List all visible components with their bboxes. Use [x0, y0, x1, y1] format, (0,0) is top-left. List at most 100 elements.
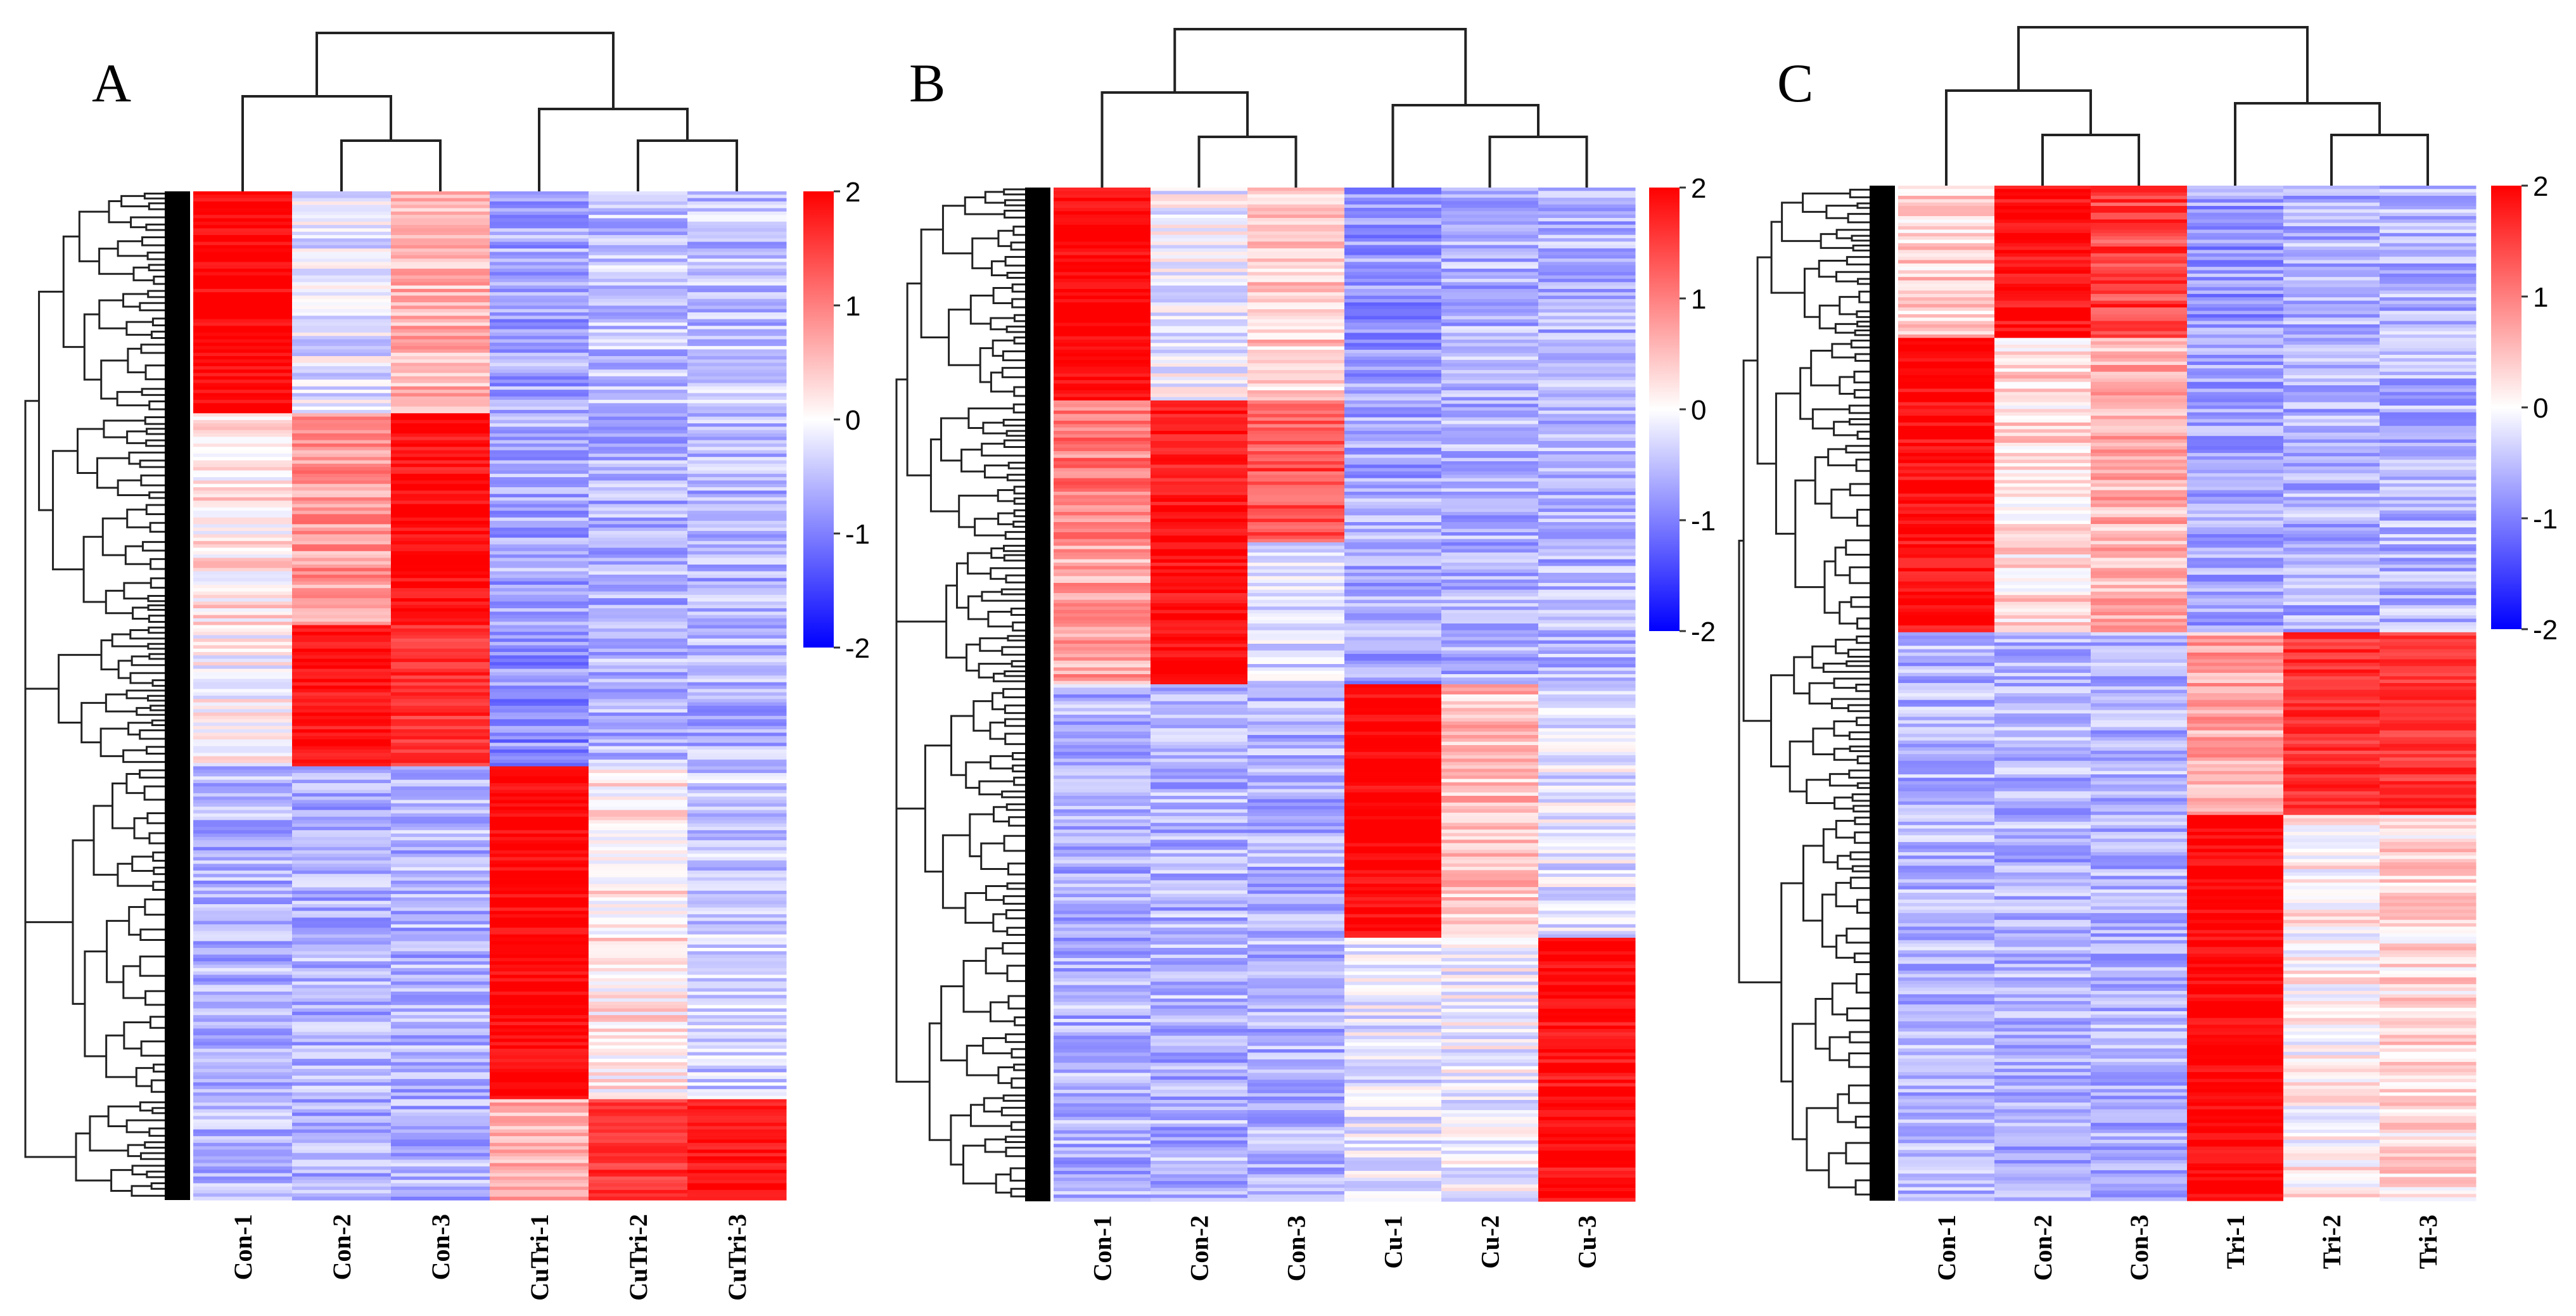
heatmap-cell	[1994, 754, 2091, 758]
heatmap-cell	[2091, 636, 2188, 640]
heatmap-cell	[490, 1078, 589, 1083]
heatmap-cell	[589, 870, 688, 874]
heatmap-cell	[2380, 554, 2477, 558]
heatmap-cell	[193, 632, 293, 636]
heatmap-cell	[1344, 893, 1442, 898]
heatmap-cell	[589, 601, 688, 606]
heatmap-cell	[292, 507, 392, 511]
heatmap-cell	[1441, 1073, 1539, 1077]
heatmap-cell	[1994, 585, 2091, 589]
colorbar-tick-label: 2	[1691, 173, 1706, 204]
heatmap-cell	[1054, 1086, 1151, 1090]
heatmap-cell	[2380, 561, 2477, 565]
heatmap-cell	[1054, 596, 1151, 601]
heatmap-cell	[1441, 715, 1539, 719]
heatmap-cell	[391, 1196, 490, 1201]
heatmap-cell	[490, 696, 589, 700]
heatmap-cell	[2091, 632, 2188, 636]
heatmap-cell	[1538, 451, 1636, 455]
heatmap-cell	[1054, 569, 1151, 573]
heatmap-cell	[1994, 378, 2091, 383]
heatmap-cell	[1151, 981, 1248, 986]
heatmap-cell	[1994, 283, 2091, 288]
heatmap-cell	[1344, 397, 1442, 401]
heatmap-cell	[1054, 606, 1151, 611]
heatmap-cell	[1538, 471, 1636, 475]
heatmap-cell	[193, 813, 293, 817]
heatmap-cell	[1247, 772, 1345, 776]
heatmap-cell	[1538, 974, 1636, 979]
heatmap-cell	[2187, 341, 2284, 345]
heatmap-cell	[1898, 713, 1995, 717]
heatmap-cell	[391, 501, 490, 505]
heatmap-cell	[2091, 571, 2188, 575]
heatmap-cell	[490, 1173, 589, 1177]
heatmap-cell	[1054, 309, 1151, 313]
heatmap-cell	[292, 638, 392, 642]
heatmap-cell	[1247, 265, 1345, 269]
heatmap-cell	[2091, 720, 2188, 724]
heatmap-cell	[1898, 186, 1995, 189]
heatmap-cell	[1151, 867, 1248, 871]
heatmap-cell	[589, 295, 688, 300]
heatmap-cell	[687, 578, 787, 582]
heatmap-cell	[193, 944, 293, 949]
heatmap-cell	[292, 352, 392, 357]
heatmap-cell	[1054, 417, 1151, 421]
heatmap-cell	[1538, 360, 1636, 364]
heatmap-cell	[2091, 710, 2188, 714]
heatmap-cell	[1538, 873, 1636, 878]
heatmap-cell	[1441, 1076, 1539, 1080]
heatmap-cell	[490, 547, 589, 552]
heatmap-cell	[1441, 454, 1539, 459]
heatmap-cell	[1538, 941, 1636, 945]
heatmap-cell	[1344, 1009, 1442, 1013]
heatmap-cell	[1247, 857, 1345, 860]
heatmap-cell	[193, 655, 293, 660]
heatmap-cell	[1538, 728, 1636, 732]
heatmap-cell	[2091, 693, 2188, 697]
heatmap-cell	[687, 241, 787, 246]
heatmap-cell	[2187, 243, 2284, 247]
heatmap-cell	[1054, 363, 1151, 367]
heatmap-cell	[2187, 466, 2284, 471]
heatmap-cell	[589, 191, 688, 195]
heatmap-cell	[1054, 241, 1151, 246]
heatmap-cell	[2380, 662, 2477, 667]
heatmap-cell	[1247, 289, 1345, 293]
dendrogram-branch	[145, 223, 165, 231]
heatmap-cell	[1441, 660, 1539, 665]
heatmap-cell	[1538, 893, 1636, 898]
heatmap-cell	[2187, 696, 2284, 701]
heatmap-cell	[1151, 1130, 1248, 1134]
heatmap-cell	[1344, 860, 1442, 864]
heatmap-cell	[1054, 434, 1151, 438]
heatmap-cell	[2283, 649, 2380, 653]
heatmap-cell	[1151, 596, 1248, 601]
heatmap-cell	[1247, 809, 1345, 814]
heatmap-cell	[490, 332, 589, 336]
heatmap-cell	[1151, 252, 1248, 256]
heatmap-cell	[1441, 340, 1539, 343]
heatmap-cell	[2091, 744, 2188, 748]
heatmap-cell	[1151, 846, 1248, 850]
heatmap-cell	[1344, 951, 1442, 955]
heatmap-cell	[1538, 931, 1636, 935]
heatmap-cell	[687, 628, 787, 632]
heatmap-cell	[391, 807, 490, 811]
heatmap-cell	[2380, 459, 2477, 464]
heatmap-cell	[193, 483, 293, 488]
heatmap-cell	[1344, 1184, 1442, 1189]
heatmap-cell	[1344, 1015, 1442, 1019]
dendrogram-branch	[147, 604, 165, 611]
heatmap-cell	[1054, 917, 1151, 921]
heatmap-cell	[1898, 632, 1995, 636]
heatmap-cell	[193, 530, 293, 535]
heatmap-cell	[2187, 226, 2284, 231]
heatmap-cell	[1054, 934, 1151, 938]
heatmap-cell	[2283, 608, 2380, 613]
heatmap-cell	[490, 588, 589, 592]
heatmap-cell	[1151, 1005, 1248, 1009]
heatmap-cell	[391, 574, 490, 578]
